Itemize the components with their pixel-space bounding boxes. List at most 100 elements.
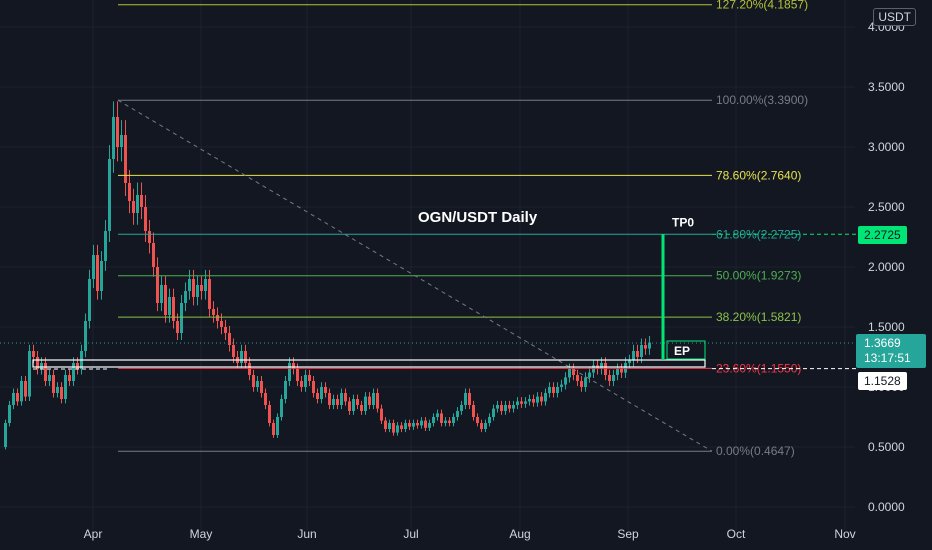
candle-body bbox=[624, 363, 627, 373]
candle-body bbox=[496, 405, 499, 409]
candle-body bbox=[284, 381, 287, 399]
fib-label: 78.60%(2.7640) bbox=[716, 168, 801, 182]
candle-body bbox=[644, 345, 647, 349]
x-tick-label: Jul bbox=[403, 527, 418, 541]
candle-body bbox=[548, 387, 551, 393]
candle-body bbox=[580, 381, 583, 387]
candle-body bbox=[440, 413, 443, 423]
candle-body bbox=[296, 369, 299, 381]
candle-body bbox=[336, 399, 339, 405]
candle-body bbox=[608, 375, 611, 381]
candle-body bbox=[352, 399, 355, 411]
candle-body bbox=[204, 279, 207, 291]
candle-body bbox=[592, 365, 595, 373]
candle-body bbox=[416, 423, 419, 426]
candle-body bbox=[492, 408, 495, 417]
candle-body bbox=[212, 309, 215, 315]
candle-body bbox=[132, 201, 135, 213]
candle-body bbox=[160, 285, 163, 303]
candle-body bbox=[600, 363, 603, 369]
candle-body bbox=[136, 195, 139, 213]
y-tick-label: 0.5000 bbox=[868, 440, 905, 454]
candle-body bbox=[576, 375, 579, 381]
candle-body bbox=[196, 285, 199, 297]
candle-body bbox=[4, 423, 7, 447]
candle-body bbox=[524, 401, 527, 404]
candle-body bbox=[372, 393, 375, 405]
support-zone bbox=[32, 359, 706, 368]
fib-label: 38.20%(1.5821) bbox=[716, 310, 801, 324]
candle-body bbox=[564, 377, 567, 385]
candle-body bbox=[140, 195, 143, 207]
candle-body bbox=[604, 363, 607, 375]
candle-body bbox=[456, 411, 459, 417]
candle-body bbox=[640, 345, 643, 357]
candle-body bbox=[268, 405, 271, 423]
candle-body bbox=[148, 231, 151, 243]
candle-body bbox=[476, 417, 479, 423]
candle-body bbox=[364, 396, 367, 411]
candle-body bbox=[256, 381, 259, 387]
candle-body bbox=[396, 425, 399, 433]
x-tick-label: Oct bbox=[727, 527, 746, 541]
fib-label: 50.00%(1.9273) bbox=[716, 269, 801, 283]
candle-body bbox=[44, 363, 47, 381]
candle-body bbox=[480, 423, 483, 429]
candle-body bbox=[260, 381, 263, 393]
candle-body bbox=[616, 369, 619, 375]
candle-body bbox=[500, 405, 503, 411]
candle-body bbox=[172, 297, 175, 321]
y-tick-label: 2.5000 bbox=[868, 200, 905, 214]
fib-label: 127.20%(4.1857) bbox=[716, 0, 808, 12]
candles bbox=[4, 101, 651, 450]
candle-body bbox=[188, 279, 191, 291]
candle-body bbox=[8, 405, 11, 423]
candle-body bbox=[308, 375, 311, 381]
candle-body bbox=[240, 351, 243, 363]
candle-body bbox=[472, 405, 475, 417]
fib-trend-line bbox=[117, 99, 713, 452]
candle-body bbox=[184, 291, 187, 303]
tp-label: TP0 bbox=[672, 215, 694, 229]
x-tick-label: Nov bbox=[834, 527, 855, 541]
currency-badge[interactable]: USDT bbox=[873, 8, 916, 26]
candle-body bbox=[220, 321, 223, 327]
candle-body bbox=[16, 393, 19, 402]
candle-body bbox=[556, 387, 559, 393]
candle-body bbox=[180, 303, 183, 333]
ep-box bbox=[666, 340, 706, 360]
candle-body bbox=[356, 399, 359, 405]
candle-body bbox=[332, 399, 335, 405]
candle-body bbox=[544, 393, 547, 402]
candle-body bbox=[32, 351, 35, 357]
candle-body bbox=[316, 393, 319, 399]
candle-body bbox=[312, 381, 315, 393]
candle-body bbox=[560, 384, 563, 387]
candle-body bbox=[124, 135, 127, 183]
candle-body bbox=[144, 207, 147, 231]
candle-body bbox=[460, 405, 463, 411]
x-axis: Apr May Jun Jul Aug Sep Oct Nov bbox=[84, 527, 856, 541]
candle-body bbox=[28, 351, 31, 397]
candle-body bbox=[120, 135, 123, 147]
candle-body bbox=[300, 381, 303, 387]
candle-body bbox=[540, 396, 543, 402]
y-tick-label: 3.5000 bbox=[868, 80, 905, 94]
y-tick-label: 0.0000 bbox=[868, 500, 905, 514]
candle-body bbox=[228, 333, 231, 345]
candle-body bbox=[444, 420, 447, 423]
candle-body bbox=[384, 420, 387, 429]
candle-body bbox=[168, 297, 171, 315]
candle-body bbox=[96, 255, 99, 291]
candle-body bbox=[428, 423, 431, 428]
fib-label: 23.60%(1.1550) bbox=[716, 361, 801, 375]
candle-body bbox=[528, 399, 531, 402]
candle-body bbox=[208, 279, 211, 309]
candle-body bbox=[40, 363, 43, 369]
candle-body bbox=[404, 423, 407, 429]
candle-body bbox=[92, 255, 95, 279]
fib-label: 100.00%(3.3900) bbox=[716, 93, 808, 107]
candle-body bbox=[128, 183, 131, 201]
